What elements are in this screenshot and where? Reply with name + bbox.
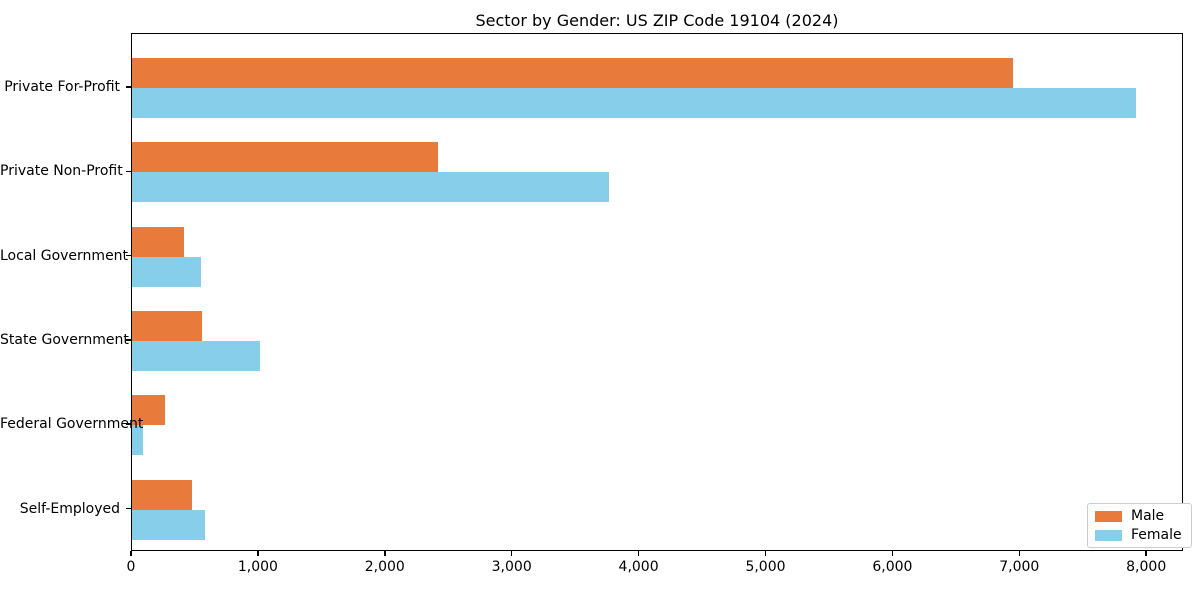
- x-tick-mark: [510, 551, 513, 556]
- bar-female-federal-government: [132, 425, 144, 456]
- x-tick-label: 6,000: [872, 559, 913, 575]
- bar-female-state-government: [132, 340, 261, 371]
- x-tick-mark: [764, 551, 767, 556]
- x-tick-label: 2,000: [364, 559, 405, 575]
- legend: Male Female: [1087, 503, 1192, 548]
- bar-male-state-government: [132, 310, 202, 341]
- y-tick-mark: [126, 86, 131, 88]
- x-tick-mark: [257, 551, 259, 556]
- y-tick-label: State Government: [0, 331, 129, 348]
- bar-male-federal-government: [132, 395, 165, 426]
- legend-label-female: Female: [1131, 527, 1182, 543]
- bar-female-private-non-profit: [132, 172, 610, 203]
- y-tick-mark: [126, 339, 131, 341]
- bar-male-local-government: [132, 226, 185, 257]
- x-tick-mark: [637, 551, 640, 556]
- bar-female-private-for-profit: [132, 88, 1136, 118]
- x-tick-label: 5,000: [745, 559, 786, 575]
- y-tick-label: Federal Government: [0, 416, 144, 433]
- bar-male-private-non-profit: [132, 142, 438, 173]
- legend-item-male: Male: [1095, 509, 1182, 523]
- y-tick-label: Private For-Profit: [4, 79, 120, 95]
- x-tick-mark: [384, 551, 386, 556]
- x-tick-mark: [1018, 551, 1021, 556]
- chart-title: Sector by Gender: US ZIP Code 19104 (202…: [475, 11, 839, 30]
- bar-male-private-for-profit: [132, 58, 1013, 88]
- bar-female-local-government: [132, 256, 202, 287]
- x-tick-label: 3,000: [491, 559, 532, 575]
- female-swatch-icon: [1095, 529, 1122, 541]
- male-swatch-icon: [1095, 510, 1122, 522]
- y-tick-mark: [126, 423, 131, 425]
- y-tick-label: Self-Employed: [19, 500, 120, 517]
- legend-label-male: Male: [1131, 508, 1165, 524]
- y-tick-mark: [126, 254, 131, 257]
- x-tick-label: 8,000: [1126, 559, 1167, 575]
- x-tick-mark: [1145, 551, 1147, 556]
- x-tick-mark: [130, 551, 132, 556]
- y-tick-label: Private Non-Profit: [0, 163, 123, 180]
- bar-male-self-employed: [132, 479, 192, 510]
- x-tick-mark: [891, 551, 894, 556]
- y-tick-label: Local Government: [0, 247, 129, 264]
- x-tick-label: 0: [126, 559, 136, 575]
- y-tick-mark: [126, 170, 131, 173]
- plot-area: [131, 33, 1183, 551]
- x-tick-label: 7,000: [999, 559, 1040, 575]
- x-tick-label: 4,000: [618, 559, 659, 575]
- bar-female-self-employed: [132, 509, 205, 540]
- legend-item-female: Female: [1095, 528, 1182, 542]
- x-tick-label: 1,000: [237, 559, 278, 575]
- y-tick-mark: [126, 507, 131, 510]
